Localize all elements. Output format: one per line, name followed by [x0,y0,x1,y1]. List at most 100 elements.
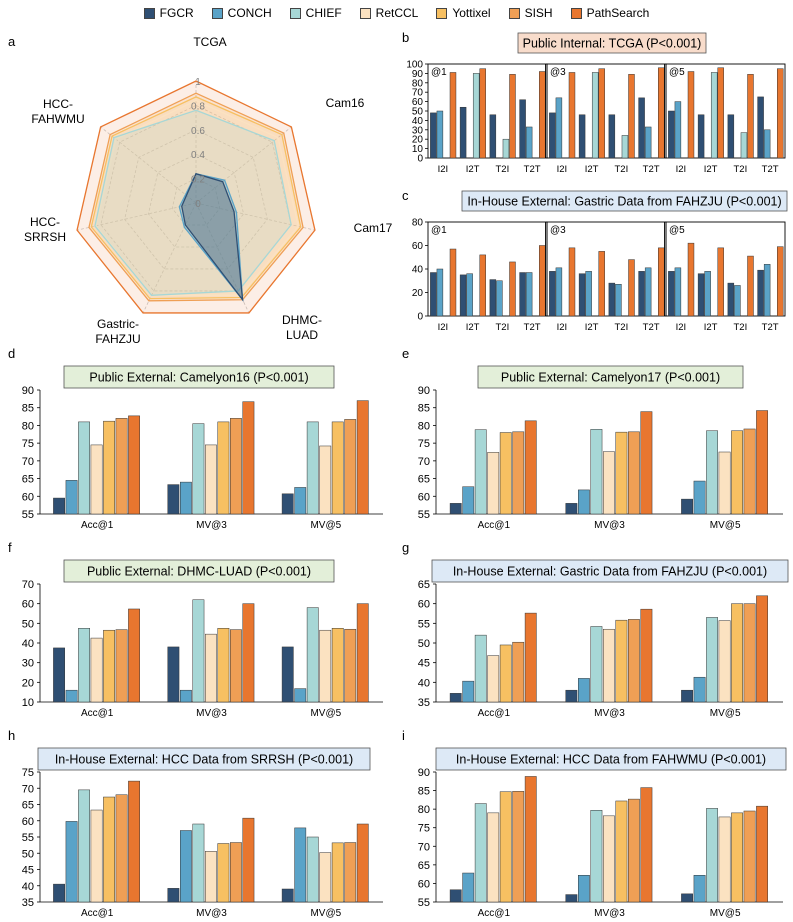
legend-label: FGCR [159,6,194,20]
bar-sish [512,641,525,703]
y-tick-label: 85 [418,403,430,415]
x-tick-label: T2I [496,164,510,175]
bar-pathsearch [128,780,140,903]
radar-axis-label: Gastric-FAHZJU [95,317,140,346]
bar-chief [474,634,487,703]
bar-pathsearch [568,72,576,159]
y-tick-label: 70 [22,579,34,591]
bar-pathsearch [640,787,653,903]
bar-sish [512,431,525,515]
y-tick-label: 50 [22,848,34,860]
chart-d: Public External: Camelyon16 (P<0.001) 55 6… [22,365,383,531]
y-tick-label: 55 [418,897,430,909]
x-tick-label: I2T [585,164,599,175]
bar-fgcr [549,112,556,159]
chart-f: Public External: DHMC-LUAD (P<0.001) 10 20… [22,559,383,719]
bar-conch [180,830,192,903]
radar-spoke [100,126,197,204]
bar-yottixel [103,629,115,703]
x-tick-label: I2I [557,322,568,333]
y-tick-label: 35 [22,897,34,909]
bar-conch [462,680,475,703]
bar-conch [294,487,307,515]
bar-chief [474,429,487,515]
radar-tick-label: 0.4 [191,150,205,161]
bar-sish [344,628,357,703]
bar-conch [674,267,682,317]
panel-letter-b: b [402,30,410,45]
radar-axis-label: TCGA [193,35,226,49]
bar-retccl [603,628,615,703]
x-tick-label: T2T [762,322,779,333]
bar-chief [192,823,205,903]
bar-conch [734,285,741,317]
radar-tick-label: 0.8 [191,101,205,112]
bar-chief [590,626,603,703]
chart-i: In-House External: HCC Data from FAHWMU … [418,747,787,919]
bar-pathsearch [687,242,695,317]
x-tick-label: T2T [524,322,541,333]
y-tick-label: 80 [412,218,424,229]
bar-fgcr [565,689,578,703]
y-tick-label: 65 [22,800,34,812]
bar-pathsearch [658,67,665,159]
bar-fgcr [281,888,294,903]
bar-yottixel [731,603,743,703]
bar-conch [496,280,503,317]
bar-yottixel [217,628,230,703]
y-tick-label: 20 [412,288,424,299]
y-tick-label: 40 [412,116,424,127]
bar-fgcr [638,97,645,159]
chart-e: Public External: Camelyon17 (P<0.001) 55 6… [418,365,783,531]
legend-item-fgcr: FGCR [143,4,194,22]
chart-c: In-House External: Gastric Data from FAH… [412,190,788,333]
bar-conch [693,875,706,903]
bar-yottixel [499,791,512,903]
y-tick-label: 0 [417,312,423,323]
x-tick-label: I2I [676,322,687,333]
y-tick-label: 40 [418,677,430,689]
y-tick-label: 55 [22,509,34,521]
bar-pathsearch [717,67,724,159]
bar-pathsearch [756,410,768,515]
bar-yottixel [499,432,512,515]
bar-sish [743,428,756,515]
bar-pathsearch [449,248,457,317]
y-tick-label: 40 [412,265,424,276]
bar-retccl [205,633,217,703]
chart-d-title: Public External: Camelyon16 (P<0.001) [89,371,308,385]
bar-chief [78,628,90,703]
x-tick-label: I2T [466,164,480,175]
bar-pathsearch [479,68,486,159]
panel-letter-c: c [402,188,409,203]
bar-retccl [718,816,731,903]
bar-conch [578,678,590,703]
bar-retccl [487,452,500,515]
bar-conch [466,273,473,317]
bar-sish [115,418,128,515]
bar-pathsearch [524,612,537,703]
x-tick-label: I2T [585,322,599,333]
bar-fgcr [565,894,578,903]
group-label: @5 [669,67,685,78]
radar-chart: 0 0.2 0.4 0.6 0.8 1 TCGA Cam16 Cam17 DHMC-LUAD Gas… [24,35,393,346]
bar-conch [65,821,78,903]
y-tick-label: 60 [22,816,34,828]
bar-retccl [90,444,103,515]
legend-label: CONCH [227,6,272,20]
bar-fgcr [697,114,705,159]
radar-spoke [76,202,197,231]
y-tick-label: 40 [22,881,34,893]
legend-swatch [211,7,223,19]
radar-series-sish [88,92,304,302]
y-tick-label: 10 [22,697,34,709]
x-tick-label: I2T [704,322,718,333]
bar-conch [693,480,706,515]
y-tick-label: 75 [22,767,34,779]
x-tick-label: T2I [496,322,510,333]
bar-retccl [319,852,332,903]
bar-conch [615,284,622,317]
x-tick-label: I2T [704,164,718,175]
x-tick-label: Acc@1 [81,520,114,531]
bar-pathsearch [628,74,635,159]
